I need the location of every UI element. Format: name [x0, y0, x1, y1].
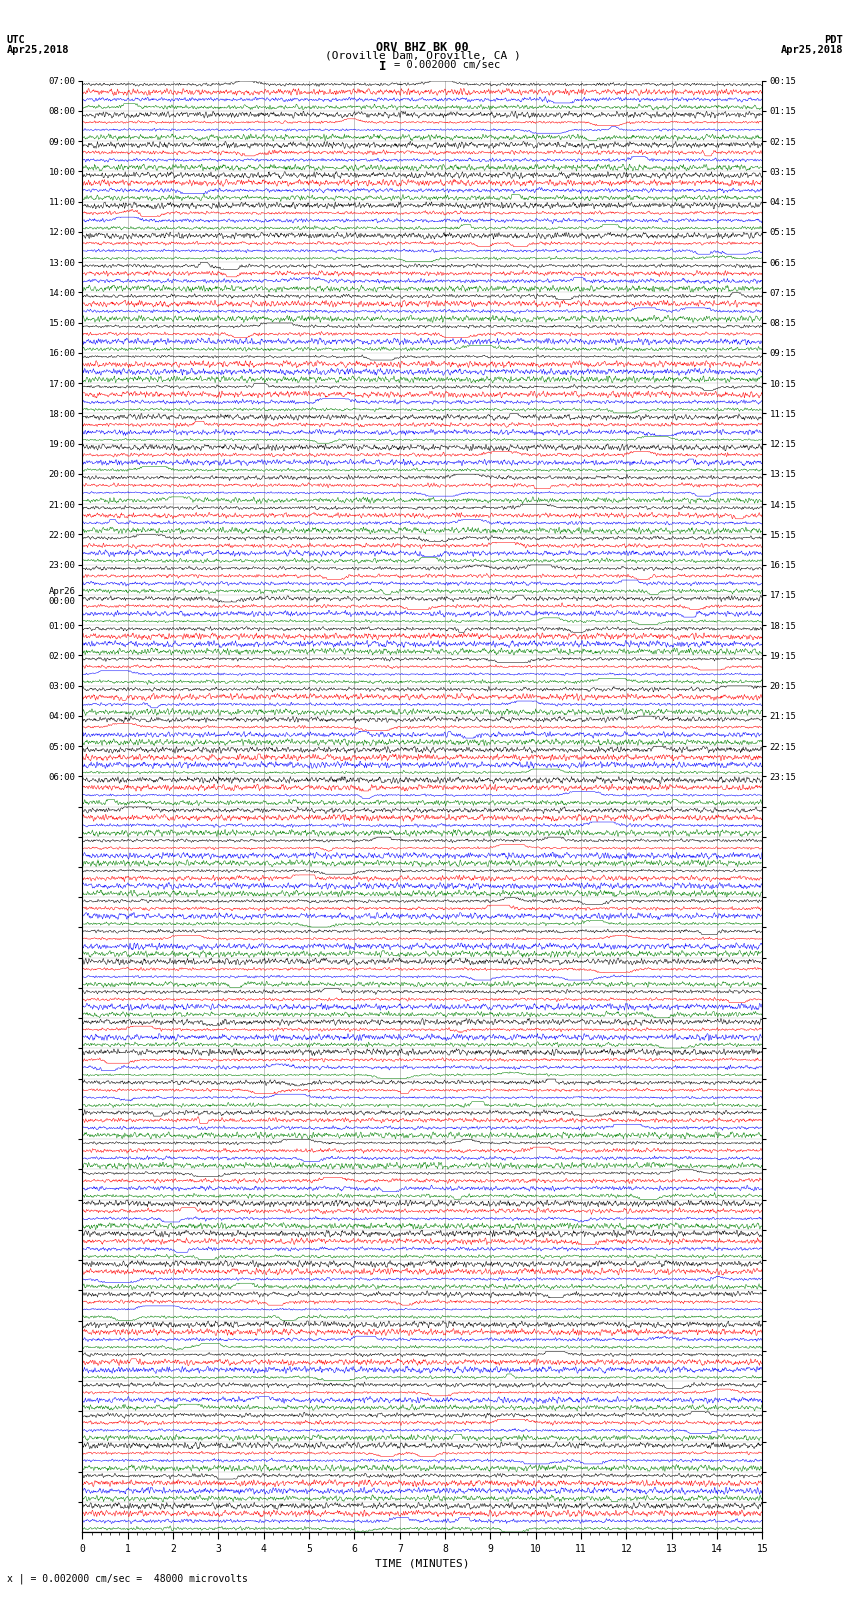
Text: I: I	[379, 60, 386, 73]
Text: x | = 0.002000 cm/sec =  48000 microvolts: x | = 0.002000 cm/sec = 48000 microvolts	[7, 1573, 247, 1584]
Text: PDT: PDT	[824, 35, 843, 45]
Text: UTC: UTC	[7, 35, 26, 45]
Text: = 0.002000 cm/sec: = 0.002000 cm/sec	[394, 60, 501, 69]
Text: Apr25,2018: Apr25,2018	[7, 45, 70, 55]
X-axis label: TIME (MINUTES): TIME (MINUTES)	[375, 1558, 470, 1568]
Text: ORV BHZ BK 00: ORV BHZ BK 00	[377, 40, 468, 55]
Text: (Oroville Dam, Oroville, CA ): (Oroville Dam, Oroville, CA )	[325, 50, 520, 61]
Text: Apr25,2018: Apr25,2018	[780, 45, 843, 55]
